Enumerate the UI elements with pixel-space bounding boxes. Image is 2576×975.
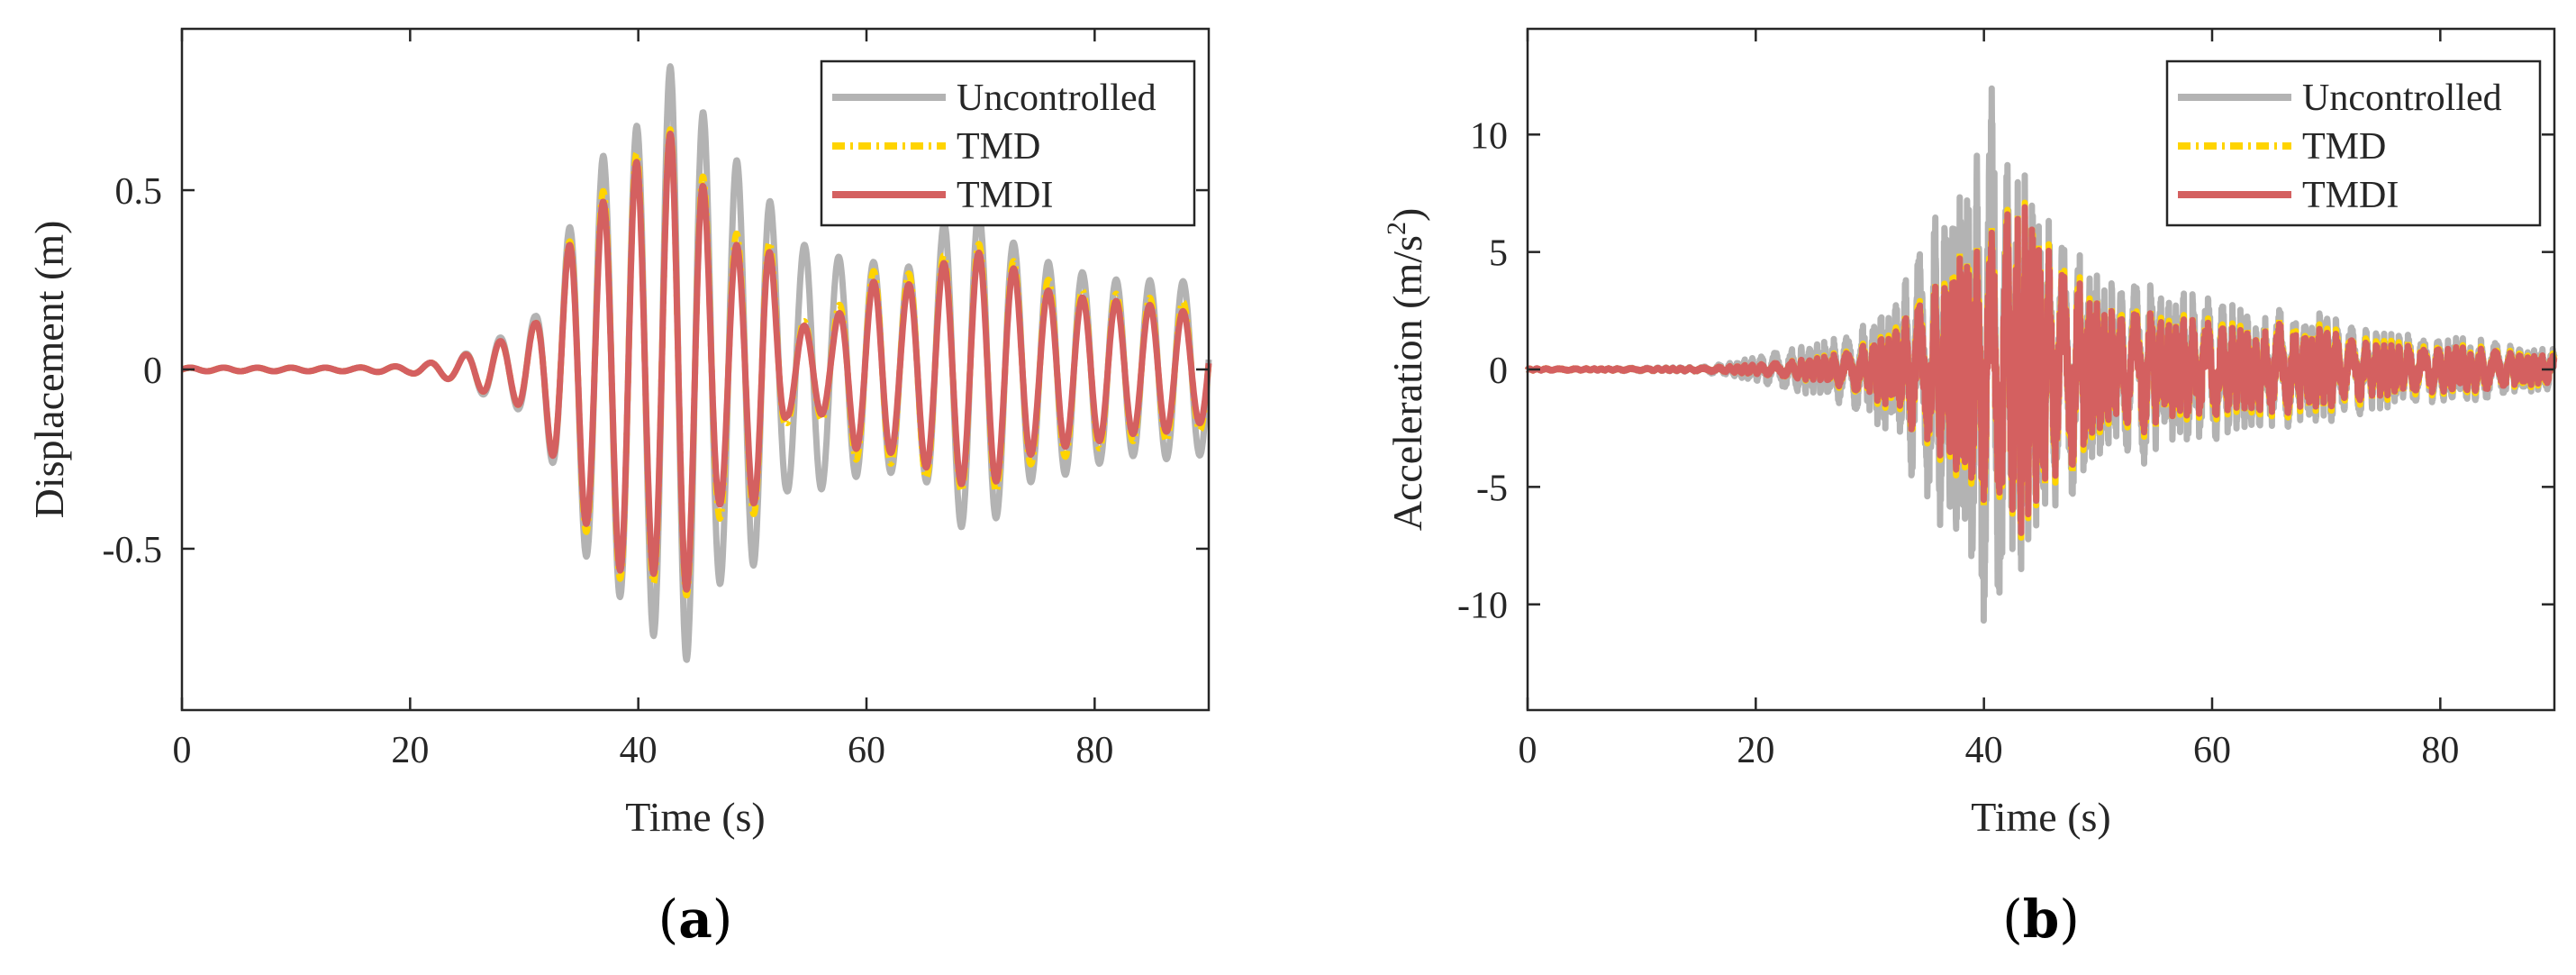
xtick-label-a: 60 [848,730,885,771]
ytick-label-b: -10 [1457,586,1508,627]
xtick-label-a: 0 [173,730,192,771]
panel-a-displacement: 0 20 40 60 80 -0.5 0 0.5 Time (s) Displacement … [26,27,1212,840]
panel-label-a-close: ) [712,888,733,950]
xtick-label-b: 0 [1519,730,1537,771]
xtick-label-b: 80 [2421,730,2459,771]
legend-label-a-uncontrolled: Uncontrolled [957,77,1156,119]
ylabel-b: Acceleration (m/s2) [1382,208,1430,532]
ytick-label-b: -5 [1476,468,1508,509]
panel-label-a: (a) [658,888,733,950]
ytick-label-a: 0 [143,351,162,392]
ytick-label-a: 0.5 [115,171,163,213]
ytick-label-b: 10 [1470,115,1508,157]
xtick-label-b: 20 [1737,730,1774,771]
panel-label-b: (b) [2002,888,2080,950]
series-line-a-tmdi [179,130,1212,593]
legend-label-b-tmd: TMD [2302,126,2386,168]
series-group-a [179,63,1212,663]
ylabel-a: Displacement (m) [26,221,72,519]
series-line-b-tmdi [1524,204,2558,536]
legend-label-a-tmd: TMD [957,126,1040,168]
panel-label-a-open: ( [658,888,679,950]
ylabel-b-main: Acceleration (m/s [1384,235,1430,531]
series-group-b [1524,85,2558,624]
xtick-label-a: 20 [391,730,429,771]
panel-label-b-open: ( [2002,888,2023,950]
ytick-label-a: -0.5 [103,530,163,571]
panel-b-acceleration: 0 20 40 60 80 -10 -5 0 5 10 Time (s) Acceleration… [1382,27,2558,840]
xtick-label-a: 40 [620,730,658,771]
panel-label-a-letter: a [678,888,712,950]
ylabel-b-end: ) [1384,208,1430,222]
ytick-label-b: 5 [1489,233,1508,275]
legend-label-b-uncontrolled: Uncontrolled [2302,77,2502,119]
xtick-label-a: 80 [1075,730,1113,771]
ylabel-b-sup: 2 [1382,222,1411,235]
legend-label-b-tmdi: TMDI [2302,175,2399,216]
panel-label-b-close: ) [2059,888,2080,950]
xlabel-a: Time (s) [625,794,766,840]
legend-b: Uncontrolled TMD TMDI [2165,59,2542,227]
xtick-label-b: 40 [1965,730,2003,771]
legend-label-a-tmdi: TMDI [957,175,1053,216]
ytick-label-b: 0 [1489,351,1508,392]
axes-a: 0 20 40 60 80 -0.5 0 0.5 [103,27,1211,771]
legend-a: Uncontrolled TMD TMDI [820,59,1196,227]
xtick-label-b: 60 [2193,730,2231,771]
axes-b: 0 20 40 60 80 -10 -5 0 5 10 [1457,27,2556,771]
panel-label-b-letter: b [2023,888,2060,950]
xlabel-b: Time (s) [1971,794,2111,840]
